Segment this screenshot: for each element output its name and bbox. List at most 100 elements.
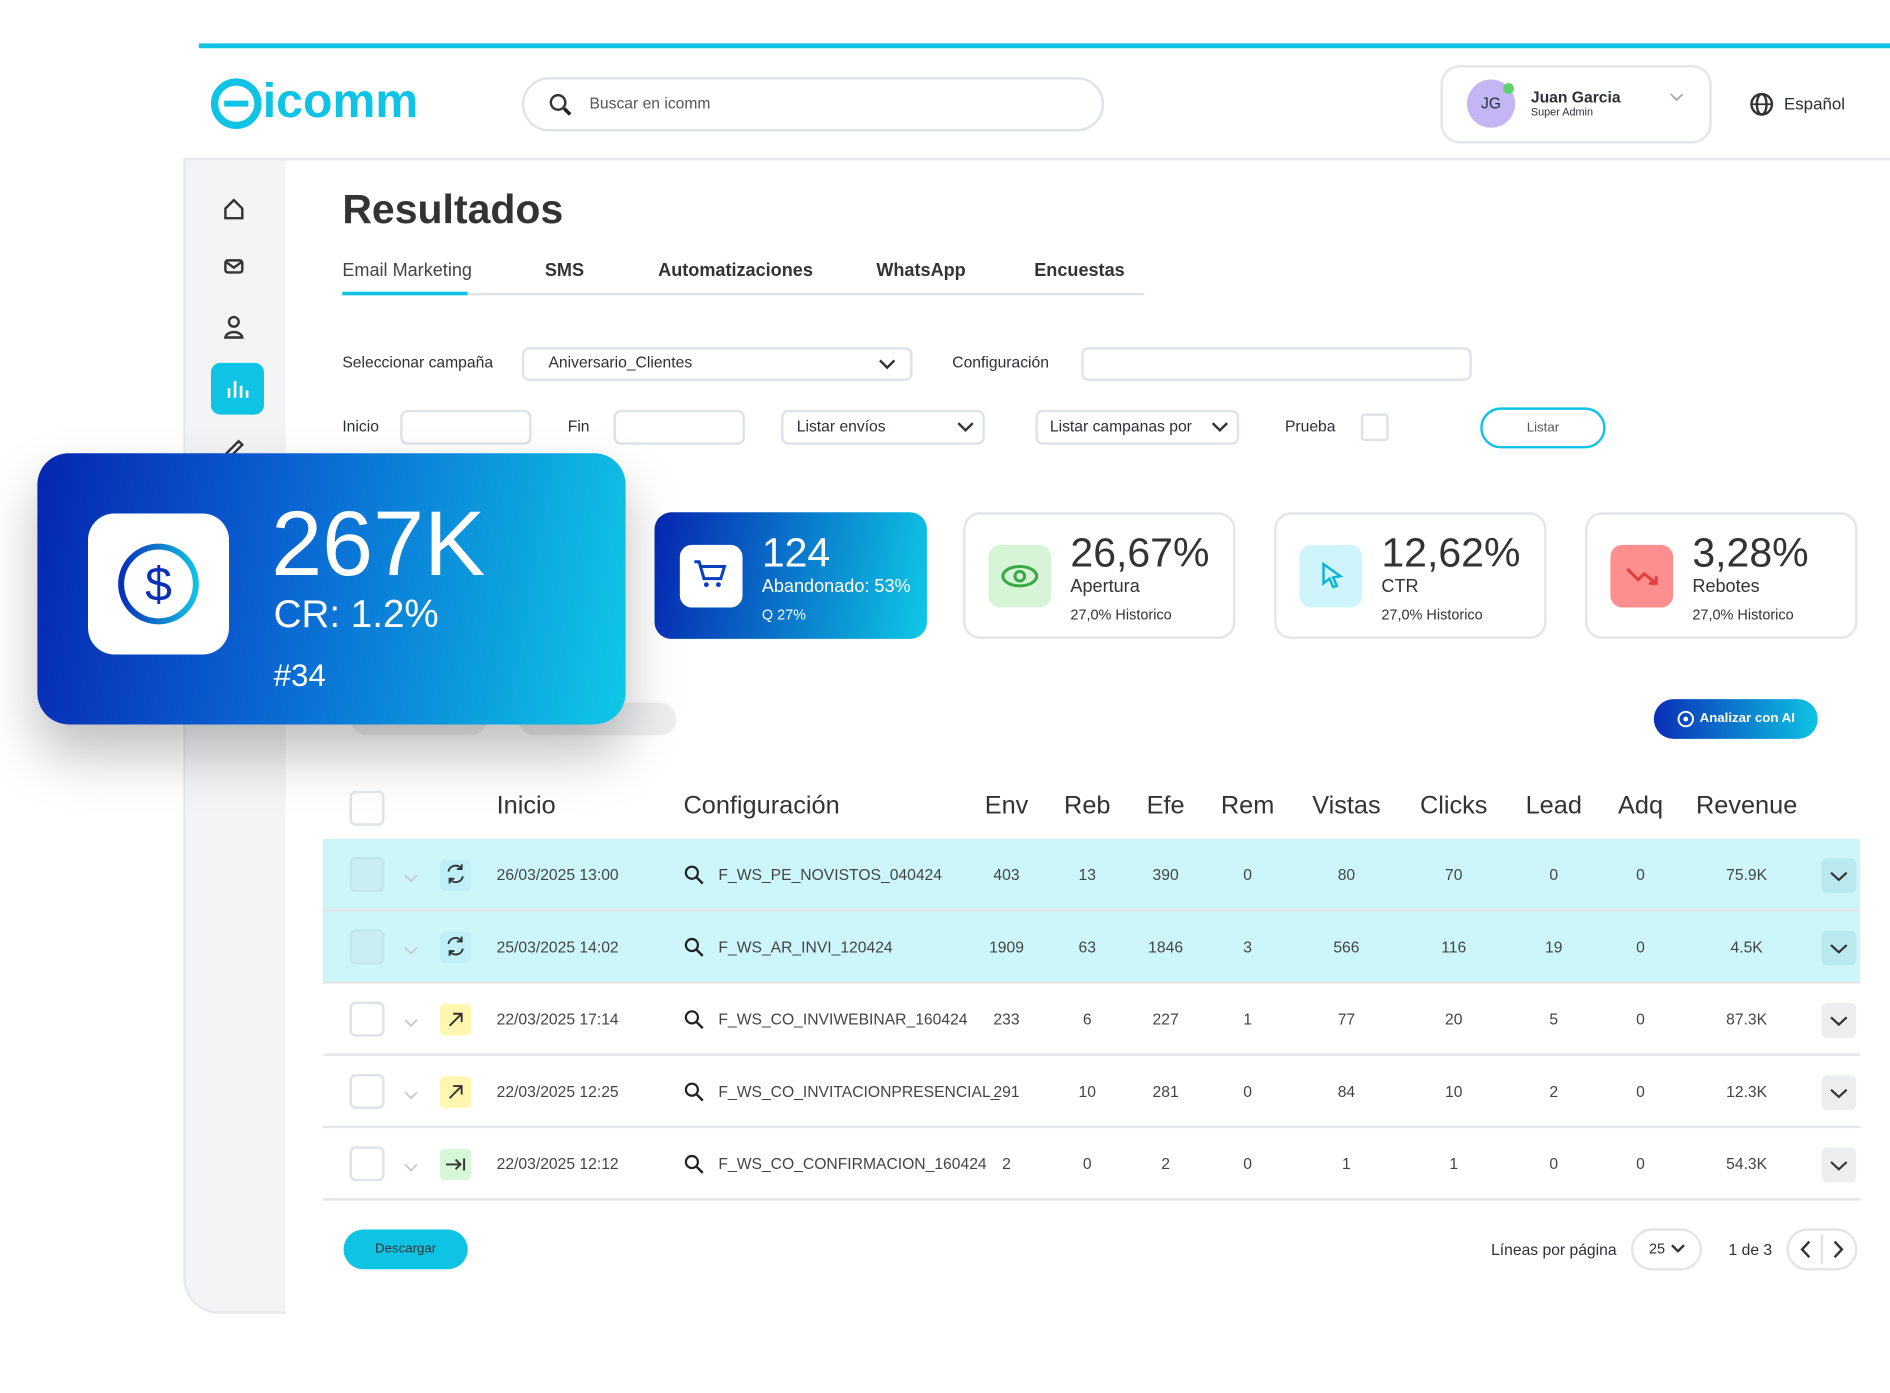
end-input[interactable] [613, 409, 745, 445]
cell: 1846 [1148, 937, 1184, 956]
tab-active-line [342, 291, 468, 296]
row-type-icon [439, 1148, 472, 1181]
page-indicator: 1 de 3 [1728, 1240, 1773, 1259]
highlight-cr: CR: 1.2% [273, 591, 439, 636]
cell: 54.3K [1726, 1154, 1768, 1173]
row-chevron [403, 941, 420, 955]
tab[interactable]: Encuestas [1034, 260, 1125, 281]
cell: F_WS_AR_INVI_120424 [718, 937, 893, 956]
rows-per-page-label: Líneas por página [1491, 1240, 1617, 1259]
expand-button[interactable] [1821, 1075, 1857, 1111]
top-bar [198, 43, 1890, 49]
pager[interactable] [1786, 1228, 1858, 1271]
table-row[interactable] [323, 1128, 1860, 1201]
stat-value: 3,28% [1692, 530, 1809, 577]
row-checkbox[interactable] [349, 929, 385, 965]
row-search-icon [683, 1154, 705, 1176]
cell: 25/03/2025 14:02 [496, 937, 619, 956]
sends-select[interactable] [781, 409, 985, 445]
row-checkbox[interactable] [349, 857, 385, 892]
row-checkbox[interactable] [349, 1074, 385, 1109]
dollar-icon: $ [118, 543, 199, 625]
tab[interactable]: SMS [544, 260, 585, 281]
stat-value: 124 [761, 530, 831, 577]
cell: 0 [1636, 865, 1645, 884]
rows-per-page-select[interactable]: 25 [1630, 1228, 1703, 1271]
column-header: Rem [1220, 791, 1275, 820]
sidebar-active[interactable] [210, 362, 264, 415]
cell: 1 [1449, 1154, 1459, 1173]
cell: 70 [1444, 865, 1463, 884]
row-search-icon [683, 937, 705, 959]
expand-button[interactable] [1821, 1147, 1857, 1183]
tab[interactable]: Email Marketing [342, 260, 472, 281]
config-input[interactable] [1081, 347, 1472, 381]
ai-icon [1677, 710, 1694, 728]
label: Fin [567, 417, 590, 436]
cell: 233 [993, 1010, 1020, 1029]
highlight-icon-box [87, 513, 230, 655]
cell: 2 [1002, 1154, 1011, 1173]
stat-sub: Q 27% [761, 606, 807, 624]
cell: 19 [1545, 937, 1563, 956]
cell: 6 [1082, 1010, 1092, 1029]
table-row[interactable] [323, 838, 1860, 912]
row-checkbox[interactable] [349, 1146, 385, 1182]
expand-button[interactable] [1821, 930, 1857, 966]
cell: 4.5K [1730, 937, 1763, 956]
table-row[interactable] [323, 911, 1860, 984]
start-input[interactable] [400, 409, 532, 445]
cell: 116 [1441, 937, 1467, 956]
row-type-icon [439, 931, 472, 964]
campaigns-select[interactable] [1035, 409, 1240, 445]
search-box[interactable] [521, 77, 1105, 132]
cell: 63 [1078, 937, 1096, 956]
tab[interactable]: WhatsApp [876, 260, 966, 281]
cell: 26/03/2025 13:00 [496, 865, 619, 884]
sidebar [183, 160, 286, 1314]
cell: 0 [1549, 865, 1559, 884]
campaign-select[interactable] [521, 347, 913, 381]
highlight-rank: #34 [273, 656, 326, 694]
row-checkbox[interactable] [349, 1001, 385, 1037]
cell: F_WS_PE_NOVISTOS_040424 [718, 865, 942, 884]
table-row[interactable] [323, 1055, 1860, 1129]
column-header: Env [984, 791, 1029, 820]
pager-arrows [1800, 1234, 1844, 1265]
cell: 0 [1243, 1082, 1252, 1101]
header-checkbox[interactable] [349, 790, 385, 826]
row-type-icon [439, 859, 472, 891]
column-header: Lead [1525, 791, 1582, 820]
row-search-icon [683, 1081, 705, 1103]
header-divider [183, 157, 1890, 161]
stat-label: Rebotes [1692, 576, 1760, 597]
expand-button[interactable] [1821, 858, 1857, 894]
user-card[interactable] [1440, 65, 1712, 144]
cell: 12.3K [1726, 1082, 1768, 1101]
cell: 0 [1243, 865, 1252, 884]
download-button[interactable]: Descargar [343, 1229, 468, 1270]
language[interactable]: Español [1783, 94, 1845, 114]
stat-value: 12,62% [1381, 530, 1521, 577]
chart-icon [227, 380, 249, 398]
expand-button[interactable] [1821, 1002, 1857, 1038]
stat-sub: 27,0% Historico [1070, 606, 1172, 624]
sidebar-icons[interactable] [222, 196, 246, 461]
cell: 22/03/2025 12:12 [496, 1154, 619, 1173]
column-header: Vistas [1312, 791, 1381, 820]
cell: 0 [1082, 1154, 1092, 1173]
ai-button[interactable]: Analizar con AI [1653, 699, 1818, 739]
test-checkbox[interactable] [1360, 413, 1389, 442]
column-header: Configuración [683, 791, 840, 820]
cell: 77 [1337, 1010, 1356, 1029]
table-row[interactable] [323, 983, 1860, 1056]
cell: 10 [1078, 1082, 1096, 1101]
list-button[interactable]: Listar [1480, 407, 1606, 449]
cell: 2 [1549, 1082, 1559, 1101]
stat-label: CTR [1381, 576, 1419, 597]
tab[interactable]: Automatizaciones [658, 260, 813, 281]
chevron [957, 422, 974, 433]
cell: 20 [1444, 1010, 1463, 1029]
search-icon [549, 94, 572, 116]
highlight-value: 267K [271, 493, 486, 596]
